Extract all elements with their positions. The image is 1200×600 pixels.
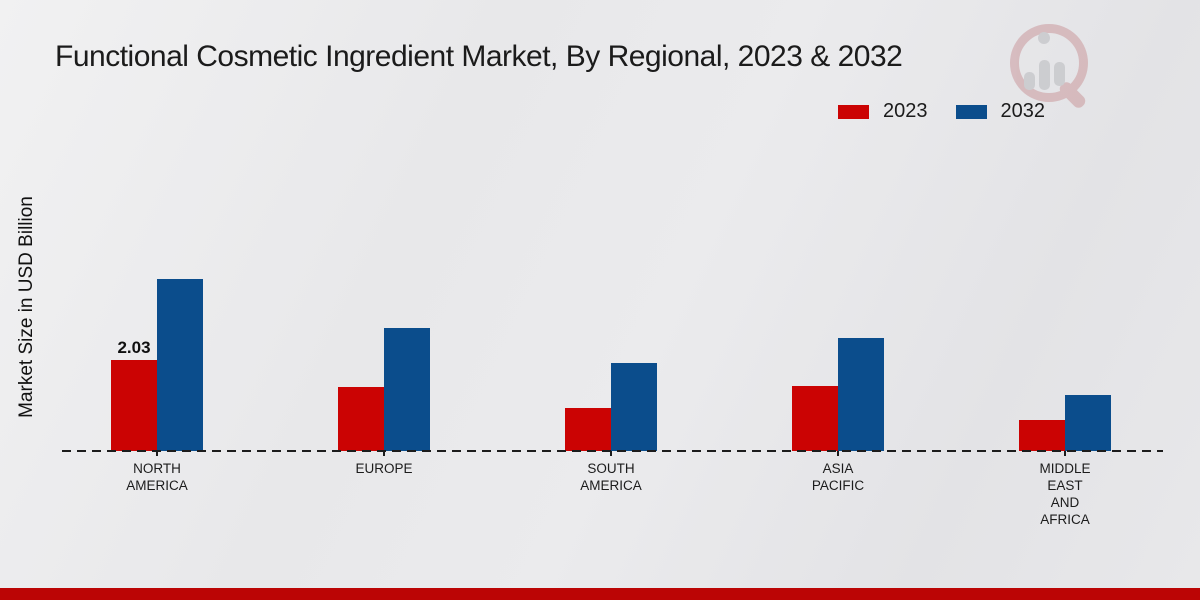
footer-band bbox=[0, 588, 1200, 600]
bar-2032-middle-east-and-africa bbox=[1065, 395, 1111, 451]
category-label-south-america: SOUTH AMERICA bbox=[580, 461, 642, 493]
watermark-logo bbox=[1008, 24, 1096, 116]
category-label-north-america: NORTH AMERICA bbox=[126, 461, 188, 493]
legend-swatch-2023 bbox=[838, 104, 869, 119]
bar-2032-europe bbox=[384, 328, 430, 451]
logo-person-icon bbox=[1038, 32, 1050, 44]
bar-2032-south-america bbox=[611, 363, 657, 451]
axis-tick bbox=[383, 451, 385, 456]
bar-2032-north-america bbox=[157, 279, 203, 451]
axis-tick bbox=[610, 451, 612, 456]
category-label-asia-pacific: ASIA PACIFIC bbox=[811, 461, 865, 493]
legend-label-2023: 2023 bbox=[883, 100, 928, 122]
magnifier-icon bbox=[1010, 24, 1088, 102]
legend-label-2032: 2032 bbox=[1000, 100, 1046, 122]
logo-bar-icon bbox=[1024, 72, 1035, 90]
legend-item-2032: 2032 bbox=[955, 100, 1046, 123]
axis-tick bbox=[837, 451, 839, 456]
bar-2023-north-america bbox=[111, 360, 157, 451]
bar-2023-middle-east-and-africa bbox=[1019, 420, 1065, 451]
logo-bar-icon bbox=[1054, 62, 1065, 86]
bar-2023-south-america bbox=[565, 408, 611, 451]
bar-2023-europe bbox=[338, 387, 384, 451]
category-label-europe: EUROPE bbox=[355, 461, 413, 476]
bar-2023-asia-pacific bbox=[792, 386, 838, 451]
legend: 2023 2032 bbox=[838, 100, 1045, 123]
logo-bar-icon bbox=[1039, 60, 1050, 90]
legend-swatch-2032 bbox=[955, 104, 987, 119]
bar-2032-asia-pacific bbox=[838, 338, 884, 451]
value-label-2023-north-america: 2.03 bbox=[117, 338, 151, 357]
x-axis-baseline bbox=[62, 450, 1163, 452]
axis-tick bbox=[1064, 451, 1066, 456]
plot-area: 2.03 bbox=[111, 279, 1111, 451]
chart-title: Functional Cosmetic Ingredient Market, B… bbox=[55, 40, 903, 73]
axis-tick bbox=[156, 451, 158, 456]
category-label-middle-east-and-africa: MIDDLE EAST AND AFRICA bbox=[1039, 461, 1091, 527]
legend-item-2023: 2023 bbox=[838, 100, 928, 123]
